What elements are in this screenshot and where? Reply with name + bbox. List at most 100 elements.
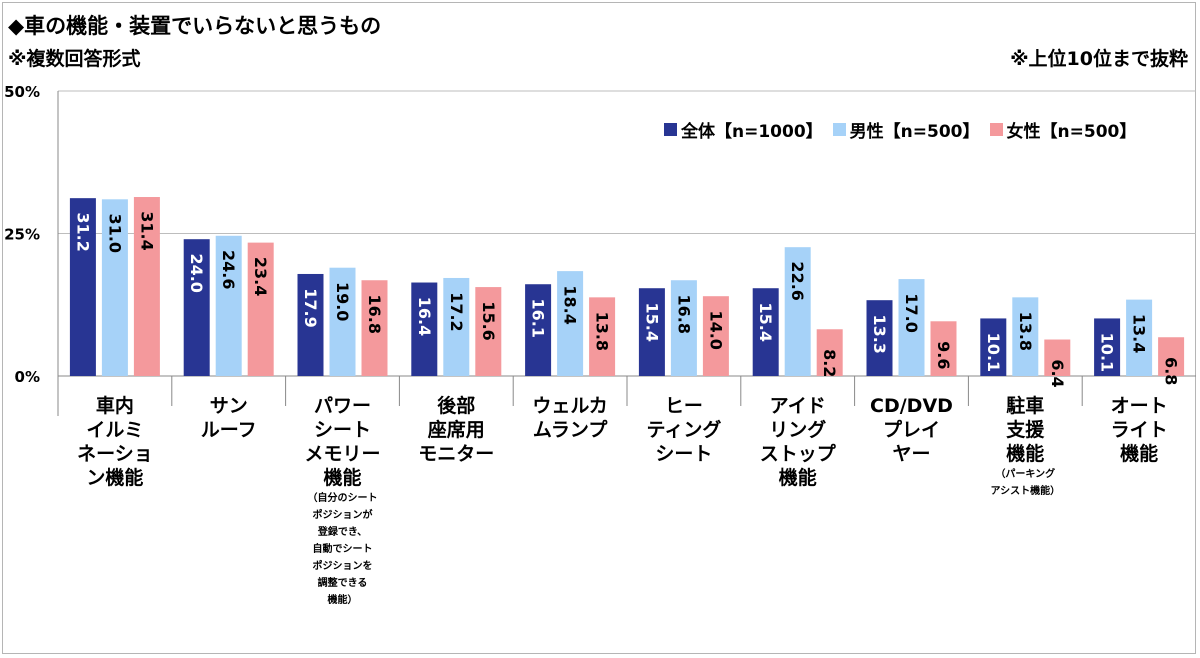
- legend-item-male: 男性【n=500】: [832, 117, 980, 142]
- y-tick-label: 25%: [4, 226, 40, 244]
- category-name: パワー シート メモリー 機能: [304, 395, 381, 489]
- bar-all: [297, 273, 324, 376]
- chart-note: ※上位10位まで抜粋: [1010, 48, 1188, 70]
- data-label: 13.3: [870, 314, 889, 353]
- y-tick-label: 0%: [15, 368, 40, 386]
- category-name: 後部 座席用 モニター: [418, 395, 495, 465]
- bar-all: [69, 198, 96, 376]
- category-name: サン ルーフ: [200, 395, 257, 441]
- bar-male: [1012, 297, 1039, 376]
- bar-female: [589, 297, 616, 376]
- bar-all: [866, 300, 893, 376]
- y-tick-label: 50%: [4, 83, 40, 101]
- data-label: 15.4: [756, 302, 775, 341]
- data-label: 6.8: [1162, 357, 1181, 385]
- category-note: （自分のシート ポジションが 登録でき、 自動でシート ポジションを 調整できる…: [307, 493, 378, 606]
- bar-male: [329, 267, 356, 376]
- bar-all: [411, 282, 438, 376]
- bar-all: [752, 288, 779, 376]
- category-name: 駐車 支援 機能: [1006, 395, 1045, 465]
- category-label: 後部 座席用 モニター: [399, 394, 513, 466]
- category-name: アイド リング ストップ 機能: [759, 395, 836, 489]
- legend-swatch-female: [989, 122, 1003, 136]
- category-name: ヒー ティング シート: [646, 395, 722, 465]
- data-label: 17.9: [301, 288, 320, 327]
- legend-label-male: 男性【n=500】: [849, 121, 980, 142]
- data-label: 9.6: [934, 341, 953, 369]
- category-note: （パーキング アシスト機能）: [990, 469, 1061, 497]
- data-label: 17.0: [902, 293, 921, 332]
- bar-male: [1126, 299, 1153, 376]
- data-label: 24.6: [219, 250, 238, 289]
- data-label: 15.6: [479, 301, 498, 340]
- data-label: 16.4: [415, 297, 434, 336]
- bar-female: [930, 321, 957, 376]
- data-label: 15.4: [642, 302, 661, 341]
- category-name: ウェルカ ムランプ: [532, 395, 608, 441]
- data-label: 8.2: [820, 349, 839, 377]
- data-label: 22.6: [788, 261, 807, 300]
- data-label: 10.1: [1098, 333, 1117, 372]
- chart-legend: 全体【n=1000】 男性【n=500】 女性【n=500】: [664, 117, 1137, 142]
- bar-all: [638, 288, 665, 376]
- data-label: 23.4: [251, 257, 270, 296]
- bar-male: [898, 279, 925, 376]
- category-label: パワー シート メモリー 機能 （自分のシート ポジションが 登録でき、 自動でシ…: [286, 394, 400, 609]
- chart-subtitle: ※複数回答形式: [8, 48, 141, 70]
- data-label: 13.4: [1130, 314, 1149, 353]
- data-label: 18.4: [561, 285, 580, 324]
- data-label: 31.2: [73, 212, 92, 251]
- category-label: 駐車 支援 機能 （パーキング アシスト機能）: [968, 394, 1082, 500]
- data-label: 6.4: [1048, 359, 1067, 387]
- data-label: 19.0: [333, 282, 352, 321]
- bar-female: [361, 280, 388, 376]
- legend-swatch-all: [664, 122, 677, 136]
- bar-female: [247, 242, 274, 376]
- bar-female: [1158, 337, 1185, 376]
- legend-item-all: 全体【n=1000】: [664, 117, 823, 142]
- data-label: 24.0: [187, 253, 206, 292]
- bar-male: [101, 199, 128, 376]
- legend-label-female: 女性【n=500】: [1006, 121, 1137, 142]
- chart-title: ◆車の機能・装置でいらないと思うもの: [8, 14, 382, 38]
- category-label: アイド リング ストップ 機能: [741, 394, 855, 490]
- bar-male: [784, 247, 811, 376]
- category-label: オート ライト 機能: [1082, 394, 1196, 466]
- bar-male: [557, 271, 584, 376]
- legend-item-female: 女性【n=500】: [989, 117, 1137, 142]
- data-label: 17.2: [447, 292, 466, 331]
- data-label: 16.8: [365, 294, 384, 333]
- legend-swatch-male: [832, 122, 846, 136]
- category-label: サン ルーフ: [172, 394, 286, 442]
- category-label: ウェルカ ムランプ: [513, 394, 627, 442]
- category-label: 車内 イルミ ネーショ ン機能: [58, 394, 172, 490]
- data-label: 13.8: [593, 312, 612, 351]
- data-label: 31.4: [137, 211, 156, 250]
- bar-all: [525, 284, 552, 376]
- category-name: オート ライト 機能: [1110, 395, 1168, 465]
- bar-male: [443, 277, 470, 376]
- data-label: 16.8: [674, 294, 693, 333]
- category-label: ヒー ティング シート: [627, 394, 741, 466]
- data-label: 31.0: [105, 214, 124, 253]
- legend-label-all: 全体【n=1000】: [681, 121, 823, 142]
- bar-female: [133, 197, 160, 376]
- bar-all: [183, 239, 210, 376]
- data-label: 10.1: [984, 333, 1003, 372]
- category-label: CD/DVD プレイ ヤー: [855, 394, 969, 466]
- data-label: 13.8: [1016, 312, 1035, 351]
- bar-female: [475, 287, 502, 376]
- bar-male: [215, 235, 242, 376]
- category-name: 車内 イルミ ネーショ ン機能: [77, 395, 153, 489]
- bar-female: [1044, 339, 1071, 376]
- data-label: 14.0: [706, 310, 725, 349]
- bar-female: [816, 329, 843, 376]
- bar-all: [1094, 318, 1121, 376]
- bar-all: [980, 318, 1007, 376]
- bar-female: [702, 296, 729, 376]
- bar-male: [670, 280, 697, 376]
- data-label: 16.1: [529, 298, 548, 337]
- category-name: CD/DVD プレイ ヤー: [870, 395, 953, 465]
